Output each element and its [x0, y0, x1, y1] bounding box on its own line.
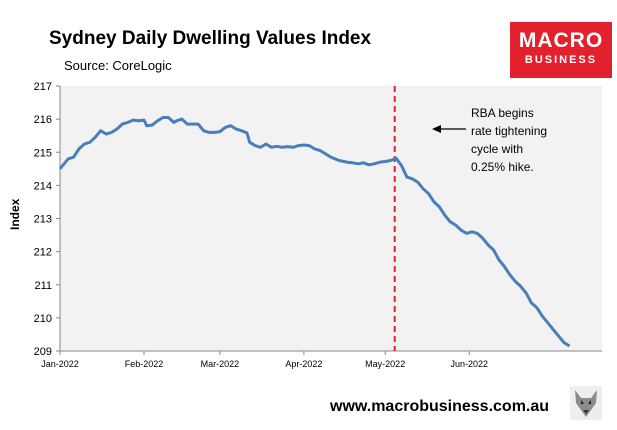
y-tick-label: 212: [34, 247, 52, 259]
y-tick-label: 209: [34, 346, 52, 358]
x-tick-label: Jun-2022: [450, 359, 488, 369]
chart-title: Sydney Daily Dwelling Values Index: [49, 28, 372, 49]
x-tick-label: Jan-2022: [41, 359, 79, 369]
y-tick-label: 215: [34, 147, 52, 159]
macrobusiness-logo: MACRO BUSINESS: [510, 22, 612, 78]
y-tick-label: 213: [34, 214, 52, 226]
annotation-text-line: rate tightening: [471, 124, 547, 138]
chart-subtitle: Source: CoreLogic: [64, 58, 172, 73]
y-tick-label: 210: [34, 313, 52, 325]
annotation-text-line: cycle with: [471, 142, 523, 156]
y-tick-label: 214: [34, 180, 52, 192]
logo-line-2: BUSINESS: [524, 54, 598, 66]
y-tick-label: 211: [34, 280, 52, 292]
annotation-arrowhead: [432, 125, 441, 133]
x-tick-label: Feb-2022: [125, 359, 164, 369]
x-tick-label: May-2022: [365, 359, 405, 369]
y-tick-label: 217: [34, 81, 52, 93]
y-tick-label: 216: [34, 114, 52, 126]
series-line-sydney: [58, 116, 571, 348]
footer-website[interactable]: www.macrobusiness.com.au: [330, 398, 550, 415]
logo-line-1: MACRO: [518, 29, 604, 52]
plot-area: [60, 86, 602, 351]
annotation-text-line: 0.25% hike.: [471, 160, 534, 174]
wolf-mascot-icon: [570, 386, 602, 420]
x-tick-label: Mar-2022: [201, 359, 240, 369]
x-tick-label: Apr-2022: [285, 359, 322, 369]
annotation-text-line: RBA begins: [471, 106, 534, 120]
